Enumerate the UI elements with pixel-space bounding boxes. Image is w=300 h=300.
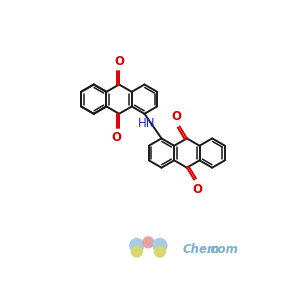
Text: O: O	[172, 110, 182, 123]
Text: HN: HN	[138, 117, 156, 130]
Text: Chem: Chem	[183, 243, 220, 256]
Circle shape	[130, 238, 144, 252]
Text: O: O	[192, 183, 202, 196]
Circle shape	[131, 246, 142, 257]
Circle shape	[153, 238, 167, 252]
Circle shape	[154, 246, 165, 257]
Circle shape	[143, 237, 154, 248]
Text: O: O	[114, 55, 124, 68]
Text: .com: .com	[206, 243, 238, 256]
Text: O: O	[111, 131, 121, 144]
